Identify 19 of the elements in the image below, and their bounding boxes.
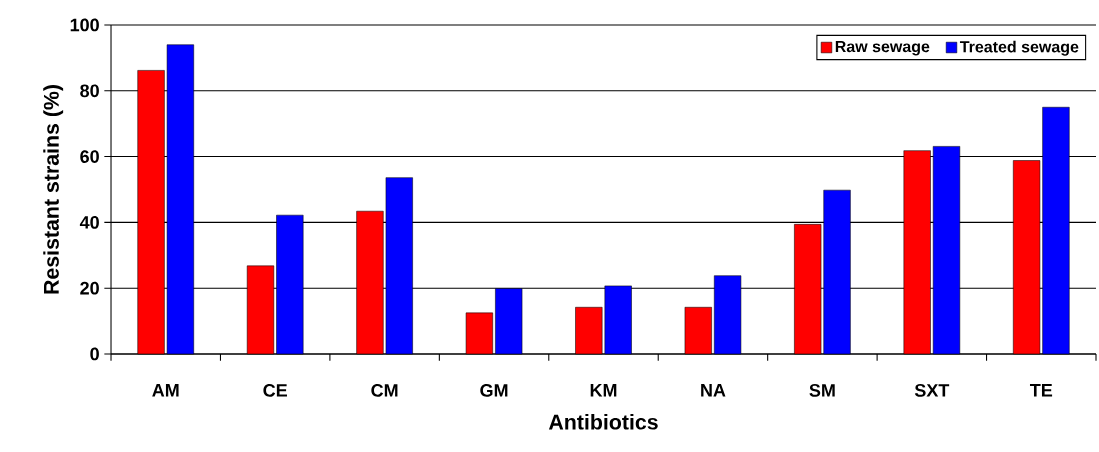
- x-axis-title: Antibiotics: [548, 413, 658, 430]
- y-tick-label: 80: [80, 84, 99, 98]
- x-tick-label: AM: [152, 384, 179, 397]
- x-tick-label: SM: [809, 384, 835, 397]
- x-tick-label: SXT: [914, 384, 950, 397]
- y-axis-title: Resistant strains (%): [43, 85, 64, 294]
- y-tick-label: 0: [90, 347, 99, 361]
- legend-label: Raw sewage: [835, 41, 930, 56]
- y-tick-label: 20: [80, 281, 99, 295]
- x-tick-label: NA: [701, 384, 726, 397]
- x-tick-label: TE: [1029, 384, 1053, 397]
- x-tick-label: KM: [590, 384, 617, 397]
- x-tick-label: CE: [263, 384, 287, 397]
- y-tick-label: 60: [80, 150, 99, 163]
- y-tick-label: 40: [79, 216, 99, 229]
- x-tick-label: CM: [371, 384, 398, 397]
- legend-label: Treated sewage: [959, 40, 1079, 56]
- y-tick-label: 100: [70, 18, 99, 32]
- x-tick-label: GM: [480, 384, 508, 397]
